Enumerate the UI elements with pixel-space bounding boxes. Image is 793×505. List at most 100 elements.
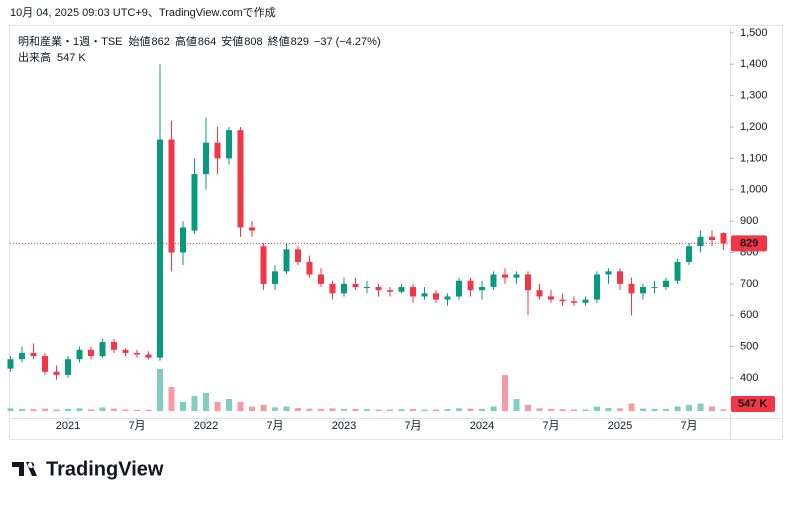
volume-bar: [295, 408, 301, 411]
ohlc-value: 808: [244, 36, 262, 48]
volume-bar: [582, 409, 589, 411]
volume-bar: [145, 409, 152, 411]
logo-icon: [12, 462, 37, 476]
y-tick-label: 900: [740, 215, 758, 227]
volume-bar: [513, 399, 520, 411]
candle-body: [513, 274, 520, 278]
volume-bar: [617, 408, 623, 411]
candle-body: [617, 271, 623, 284]
candle-body: [605, 271, 612, 275]
logo-text: TradingView: [46, 458, 164, 480]
volume-bar: [111, 408, 117, 411]
y-tick-label: 400: [740, 372, 758, 384]
candle-body: [19, 352, 25, 360]
candle-body: [249, 227, 255, 231]
volume-bar: [283, 406, 290, 411]
candle-body: [720, 233, 727, 244]
volume-bar: [76, 408, 83, 411]
volume-bar: [122, 409, 129, 411]
plot: 4005006007008009001,0001,1001,2001,3001,…: [7, 27, 775, 432]
volume-bar: [697, 403, 704, 411]
candle-body: [341, 283, 347, 294]
candle-body: [295, 249, 301, 262]
volume-bar: [663, 408, 669, 411]
candle-body: [571, 301, 577, 303]
volume-bar: [191, 396, 198, 411]
candle-body: [157, 139, 163, 358]
candle-body: [226, 130, 232, 159]
x-tick-label: 2023: [332, 420, 356, 432]
volume-bar: [329, 408, 336, 411]
candle-body: [364, 287, 370, 289]
y-tick-label: 1,000: [740, 184, 768, 196]
x-tick-label: 2024: [470, 420, 494, 432]
x-tick-label: 7月: [680, 420, 697, 432]
candle-body: [421, 293, 428, 297]
volume-bar: [467, 408, 474, 411]
candle-body: [433, 293, 439, 300]
volume-bar: [433, 409, 439, 411]
candle-body: [387, 290, 393, 292]
candle-body: [674, 261, 681, 281]
candle-body: [99, 341, 106, 357]
candle-body: [525, 274, 531, 291]
volume-bar: [318, 408, 324, 411]
candle-body: [594, 274, 600, 300]
candle-body: [214, 142, 221, 159]
volume-bar: [456, 408, 462, 411]
candle-body: [559, 299, 566, 302]
volume-bar: [479, 408, 485, 411]
candle-body: [122, 349, 129, 353]
candle-body: [398, 287, 405, 292]
candle-body: [582, 299, 589, 303]
caption: 10月 04, 2025 09:03 UTC+9、TradingView.com…: [10, 6, 276, 19]
candle-body: [30, 352, 37, 357]
volume-axis-label: 547 K: [738, 398, 767, 410]
volume-bar: [134, 409, 140, 411]
volume-bar: [605, 408, 612, 411]
volume-bar: [651, 408, 658, 411]
candle-body: [306, 261, 313, 275]
candle-body: [444, 296, 451, 300]
logo: TradingView: [12, 458, 164, 480]
volume-bar: [720, 409, 727, 411]
volume-bar: [548, 408, 554, 411]
candle-body: [145, 354, 152, 358]
volume-bar: [375, 409, 382, 411]
ohlc-label: 始値: [129, 34, 151, 48]
candle-body: [76, 349, 83, 360]
candle-body: [651, 287, 658, 289]
candle-body: [111, 341, 117, 350]
volume-bar: [628, 403, 635, 411]
candle-body: [134, 352, 140, 355]
y-tick-label: 1,100: [740, 152, 768, 164]
volume-label-box: [731, 396, 775, 412]
volume-bar: [674, 406, 681, 411]
volume-bar: [53, 409, 60, 411]
volume-bar: [260, 405, 267, 411]
ohlc-value: 864: [198, 36, 216, 48]
volume-bar: [686, 405, 692, 411]
volume-bar: [272, 407, 278, 411]
volume-bar: [306, 408, 313, 411]
volume-bar: [214, 402, 221, 411]
volume-bar: [421, 409, 428, 411]
volume-bar: [226, 399, 232, 411]
volume-bar: [364, 409, 370, 411]
candle-body: [283, 249, 290, 272]
candle-body: [180, 227, 186, 253]
last-price-box: [731, 235, 767, 252]
change: −37 (−4.27%): [314, 36, 381, 48]
candle-body: [536, 290, 543, 297]
volume-bar: [709, 406, 715, 411]
volume-bar: [42, 408, 48, 411]
candle-body: [237, 130, 244, 228]
y-tick-label: 600: [740, 309, 758, 321]
candle-body: [709, 236, 715, 240]
volume-bar: [237, 402, 244, 411]
y-tick-label: 1,400: [740, 58, 768, 70]
candle-body: [352, 283, 359, 288]
x-tick-label: 2025: [608, 420, 632, 432]
candle-body: [88, 349, 94, 357]
symbol-title: 明和産業・1週・TSE: [18, 35, 123, 48]
